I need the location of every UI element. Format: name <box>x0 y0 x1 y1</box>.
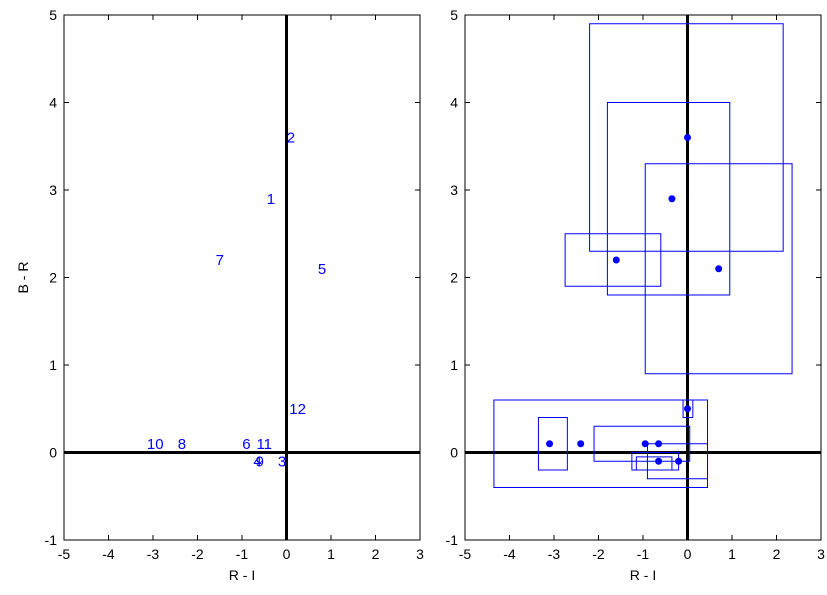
y-tick-label: 2 <box>49 270 57 286</box>
error-box-4 <box>564 233 662 287</box>
point-label-9: 9 <box>256 453 264 470</box>
point-label-11: 11 <box>256 436 272 453</box>
y-axis-title: B - R <box>15 262 31 294</box>
error-box-10 <box>635 456 673 471</box>
x-tick-label: 1 <box>327 546 335 562</box>
error-box-2 <box>606 102 731 296</box>
x-tick-label: 2 <box>372 546 380 562</box>
data-point-11 <box>675 457 683 465</box>
point-label-7: 7 <box>216 252 224 269</box>
point-label-3: 3 <box>278 453 286 470</box>
x-tick-label: 0 <box>684 546 692 562</box>
y-tick-label: 1 <box>450 357 458 373</box>
x-axis-title: R - I <box>229 567 255 583</box>
data-point-4 <box>612 256 620 264</box>
y-tick-label: -1 <box>45 532 58 548</box>
point-label-5: 5 <box>318 261 326 278</box>
point-label-2: 2 <box>287 130 295 147</box>
x-tick-label: -4 <box>503 546 516 562</box>
data-point-2 <box>668 195 676 203</box>
point-label-10: 10 <box>147 436 164 453</box>
x-tick-label: -3 <box>147 546 160 562</box>
y-tick-label: 5 <box>49 7 57 23</box>
x-tick-label: 0 <box>283 546 291 562</box>
y-tick-label: 4 <box>49 95 57 111</box>
y-tick-label: -1 <box>446 532 459 548</box>
point-label-8: 8 <box>178 436 186 453</box>
error-box-1 <box>589 23 784 252</box>
x-tick-label: -2 <box>191 546 204 562</box>
error-box-11 <box>646 443 709 480</box>
point-label-12: 12 <box>289 401 306 418</box>
right-panel: -5 -4 -3 -2 -1 0 1 2 3 -1 0 1 2 3 4 5 R - I <box>446 7 826 583</box>
x-tick-label: 2 <box>773 546 781 562</box>
data-point-5 <box>684 405 691 413</box>
y-tick-label: 3 <box>450 182 458 198</box>
x-tick-label: -2 <box>592 546 605 562</box>
data-point-9 <box>655 440 663 448</box>
x-tick-label: -5 <box>459 546 472 562</box>
point-label-4: 4 <box>253 453 261 470</box>
data-point-8 <box>641 440 649 448</box>
point-label-1: 1 <box>267 191 275 208</box>
y-tick-label: 1 <box>49 357 57 373</box>
x-tick-label: 3 <box>817 546 825 562</box>
x-axis-title: R - I <box>630 567 656 583</box>
y-tick-label: 4 <box>450 95 458 111</box>
x-tick-label: -3 <box>548 546 561 562</box>
y-tick-label: 0 <box>49 445 57 461</box>
error-box-7 <box>537 417 568 471</box>
data-point-6 <box>546 440 554 448</box>
x-tick-label: -5 <box>58 546 71 562</box>
y-tick-label: 5 <box>450 7 458 23</box>
y-tick-label: 2 <box>450 270 458 286</box>
error-box-3 <box>644 163 793 375</box>
x-tick-label: -1 <box>637 546 650 562</box>
y-tick-label: 0 <box>450 445 458 461</box>
x-tick-label: 1 <box>728 546 736 562</box>
data-point-7 <box>577 440 585 448</box>
data-point-10 <box>655 457 663 465</box>
x-tick-label: 3 <box>416 546 424 562</box>
x-tick-label: -4 <box>102 546 115 562</box>
data-point-1 <box>684 134 691 141</box>
point-label-6: 6 <box>242 436 250 453</box>
x-tick-label: -1 <box>236 546 249 562</box>
y-tick-label: 3 <box>49 182 57 198</box>
data-point-3 <box>715 265 723 273</box>
plot-frame <box>63 14 421 541</box>
